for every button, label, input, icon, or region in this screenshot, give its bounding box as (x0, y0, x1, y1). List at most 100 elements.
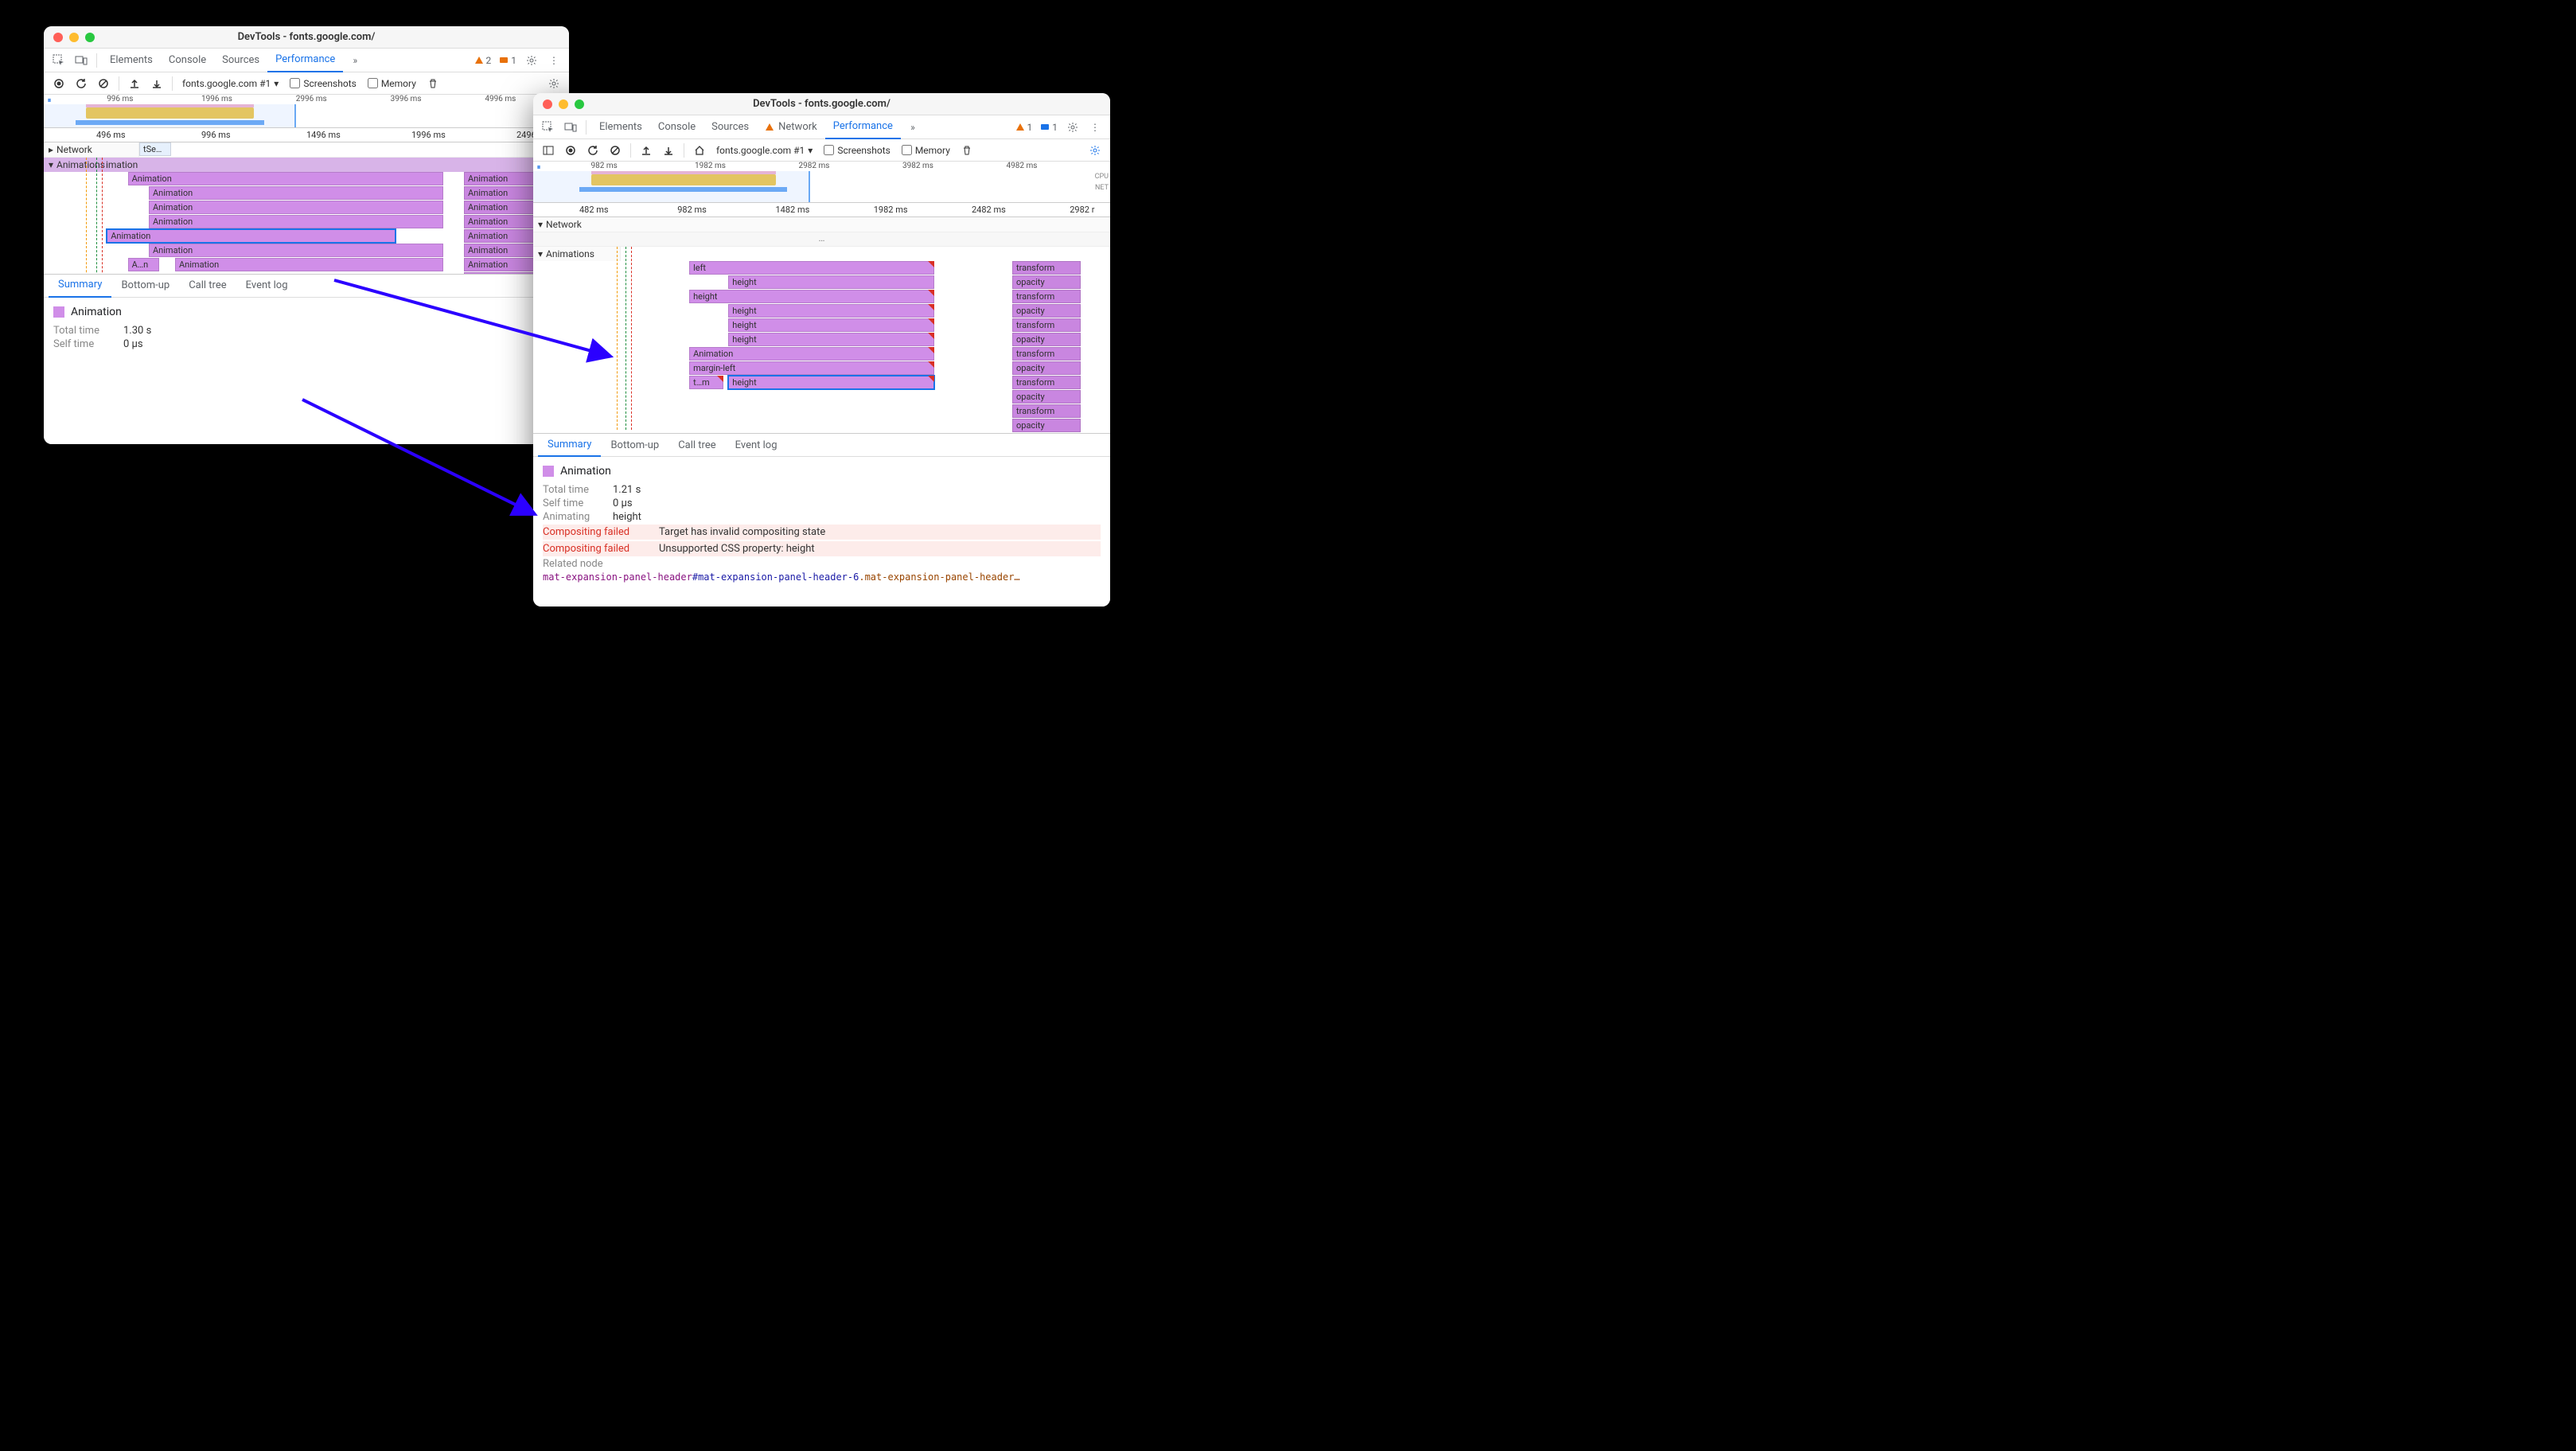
screenshots-checkbox[interactable]: Screenshots (285, 78, 360, 89)
animation-event[interactable]: transform (1012, 376, 1081, 389)
animation-lane[interactable]: AnimationAnimation (44, 244, 569, 258)
settings-icon[interactable] (1062, 117, 1083, 138)
home-icon[interactable] (689, 140, 710, 161)
network-track[interactable]: ▸Network tSe… (44, 142, 569, 158)
detail-tab-summary[interactable]: Summary (49, 274, 111, 298)
animation-lane[interactable]: AnimationAnimation (44, 201, 569, 215)
animation-event[interactable]: transform (1012, 318, 1081, 332)
maximize-dot[interactable] (85, 33, 95, 42)
tab-console[interactable]: Console (161, 49, 214, 72)
animation-event[interactable]: opacity (1012, 361, 1081, 375)
tab-performance[interactable]: Performance (825, 115, 901, 139)
messages-badge[interactable]: 1 (1037, 122, 1061, 133)
animation-lane[interactable]: transform (621, 404, 1110, 419)
animation-lane[interactable]: Animation transform (621, 347, 1110, 361)
tab-sources[interactable]: Sources (214, 49, 267, 72)
animation-lane[interactable]: left transform (621, 261, 1110, 275)
overview-minimap[interactable]: ⏸ 996 ms1996 ms2996 ms3996 ms4996 ms (44, 95, 569, 128)
close-dot[interactable] (53, 33, 63, 42)
animation-event[interactable]: A…n (128, 258, 160, 271)
tab-elements[interactable]: Elements (102, 49, 161, 72)
collapse-icon[interactable]: ▾ (49, 159, 53, 170)
animation-event[interactable]: Animation (149, 201, 443, 214)
settings-icon[interactable] (1085, 140, 1105, 161)
recording-dropdown[interactable]: fonts.google.com #1 ▾ (177, 76, 283, 91)
animation-event[interactable]: opacity (1012, 275, 1081, 289)
animation-event[interactable]: Animation (175, 258, 443, 271)
animation-lane[interactable]: t…mheighttransform (621, 376, 1110, 390)
upload-icon[interactable] (636, 140, 657, 161)
detail-tab-bottom-up[interactable]: Bottom-up (111, 274, 179, 298)
animation-lane[interactable]: opacity (621, 419, 1110, 433)
memory-checkbox[interactable]: Memory (897, 145, 955, 156)
memory-checkbox[interactable]: Memory (363, 78, 421, 89)
detail-tab-summary[interactable]: Summary (538, 433, 601, 457)
animation-lane[interactable]: AnimationAnimation (44, 186, 569, 201)
animation-event[interactable]: Animation (689, 347, 934, 361)
record-icon[interactable] (560, 140, 581, 161)
settings-icon[interactable] (521, 50, 542, 71)
minimize-dot[interactable] (69, 33, 79, 42)
flamechart[interactable]: ▸Network tSe… ▾Animationsimation Animati… (44, 142, 569, 274)
animation-lane[interactable]: heightopacity (621, 304, 1110, 318)
download-icon[interactable] (658, 140, 679, 161)
more-tabs-icon[interactable]: » (902, 117, 923, 138)
animation-event[interactable]: margin-left (689, 361, 934, 375)
animation-event[interactable]: height (728, 275, 933, 289)
detail-tab-bottom-up[interactable]: Bottom-up (601, 433, 668, 457)
clear-icon[interactable] (605, 140, 625, 161)
animation-event[interactable]: transform (1012, 347, 1081, 361)
animation-lane[interactable]: height transform (621, 290, 1110, 304)
collapse-icon[interactable]: ▾ (538, 248, 543, 259)
more-tabs-icon[interactable]: » (345, 50, 365, 71)
tab-sources[interactable]: Sources (703, 115, 757, 139)
time-ruler[interactable]: 482 ms982 ms1482 ms1982 ms2482 ms2982 r (533, 203, 1110, 217)
upload-icon[interactable] (124, 73, 145, 94)
tab-elements[interactable]: Elements (591, 115, 650, 139)
detail-tab-event-log[interactable]: Event log (236, 274, 298, 298)
animation-event[interactable]: opacity (1012, 419, 1081, 432)
recording-dropdown[interactable]: fonts.google.com #1 ▾ (711, 143, 817, 158)
network-collapsed[interactable]: … (533, 232, 1110, 247)
expand-icon[interactable]: ▸ (49, 144, 53, 155)
animation-lane[interactable]: AnimationAnimation (44, 215, 569, 229)
animations-header[interactable]: ▾Animationsimation (44, 158, 569, 172)
more-icon[interactable]: ⋮ (1085, 117, 1105, 138)
animation-lane[interactable]: height transform (621, 318, 1110, 333)
related-node-link[interactable]: mat-expansion-panel-header#mat-expansion… (543, 571, 1101, 583)
trash-icon[interactable] (957, 140, 977, 161)
animation-event[interactable]: Animation (128, 172, 443, 185)
collapse-icon[interactable]: ▾ (538, 219, 543, 230)
screenshots-checkbox[interactable]: Screenshots (819, 145, 894, 156)
sidebar-toggle-icon[interactable] (538, 140, 559, 161)
settings-icon[interactable] (544, 73, 564, 94)
animation-event[interactable]: transform (1012, 290, 1081, 303)
reload-icon[interactable] (71, 73, 92, 94)
animation-event[interactable]: Animation (149, 215, 443, 228)
record-icon[interactable] (49, 73, 69, 94)
animation-lane[interactable]: AnimationAnimation (44, 172, 569, 186)
animation-event[interactable]: height (728, 304, 933, 318)
animation-event[interactable]: opacity (1012, 333, 1081, 346)
warnings-badge[interactable]: 2 (471, 55, 495, 66)
animation-event[interactable]: height (728, 318, 933, 332)
trash-icon[interactable] (423, 73, 443, 94)
animation-event[interactable]: transform (1012, 404, 1081, 418)
maximize-dot[interactable] (575, 99, 584, 109)
animation-lane[interactable]: opacity (621, 390, 1110, 404)
animation-event[interactable]: Animation (149, 244, 443, 257)
animation-event[interactable]: height (689, 290, 934, 303)
download-icon[interactable] (146, 73, 167, 94)
animation-event[interactable]: left (689, 261, 934, 275)
device-icon[interactable] (560, 117, 581, 138)
clear-icon[interactable] (93, 73, 114, 94)
reload-icon[interactable] (583, 140, 603, 161)
detail-tab-event-log[interactable]: Event log (726, 433, 787, 457)
animation-event[interactable]: Animation (149, 186, 443, 200)
tab-performance[interactable]: Performance (267, 49, 343, 72)
overview-minimap[interactable]: ⏸ 982 ms1982 ms2982 ms3982 ms4982 ms CPU… (533, 162, 1110, 203)
animation-event[interactable]: transform (1012, 261, 1081, 275)
detail-tab-call-tree[interactable]: Call tree (668, 433, 725, 457)
more-icon[interactable]: ⋮ (544, 50, 564, 71)
animation-lane[interactable]: heightopacity (621, 333, 1110, 347)
